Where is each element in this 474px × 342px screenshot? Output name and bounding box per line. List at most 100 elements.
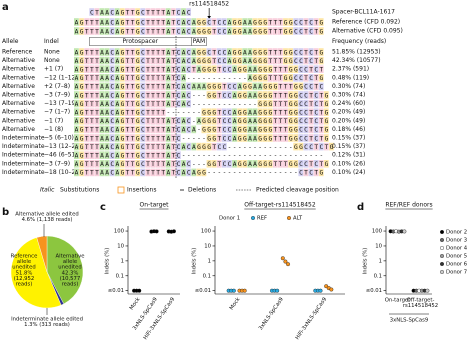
base-cell (329, 142, 334, 151)
base-cell (257, 27, 263, 35)
base-cell (109, 27, 115, 35)
base-cell (99, 8, 105, 16)
base-cell (308, 108, 314, 116)
base-cell (145, 134, 151, 142)
base-cell (221, 142, 227, 151)
base-cell (283, 27, 288, 35)
base-cell (104, 134, 110, 142)
legend-label: Donor 5 (446, 254, 467, 260)
base-cell (130, 108, 135, 116)
indel: −18 (10–27) (44, 169, 82, 176)
column-header: Frequency (reads) (332, 38, 386, 45)
base-cell (155, 91, 161, 99)
base-cell (181, 160, 186, 168)
base-cell (160, 27, 166, 35)
legend-text: Deletions (188, 187, 216, 194)
base-cell (165, 125, 171, 134)
base-cell (196, 65, 202, 73)
base-cell (308, 48, 314, 56)
base-cell (155, 134, 161, 142)
base-cell (130, 168, 135, 177)
base-cell (262, 65, 268, 73)
base-cell (130, 56, 135, 65)
base-cell (318, 108, 324, 116)
base-cell (109, 134, 115, 142)
base-cell (99, 160, 105, 168)
base-cell (74, 99, 79, 108)
base-cell (221, 117, 227, 125)
base-cell (135, 151, 140, 159)
base-cell (247, 160, 253, 168)
base-cell (293, 108, 299, 116)
legend-label: Donor 2 (446, 230, 467, 236)
base-cell (79, 168, 84, 177)
base-cell (119, 48, 125, 56)
base-cell (201, 27, 207, 35)
base-cell (237, 18, 242, 26)
base-cell (216, 91, 222, 99)
base-cell (237, 82, 242, 91)
base-cell (318, 160, 324, 168)
base-cell (186, 18, 191, 26)
base-cell (181, 18, 186, 26)
base-cell (272, 18, 278, 26)
base-cell (181, 99, 186, 108)
base-cell (186, 56, 191, 65)
base-cell (262, 134, 268, 142)
base-cell (288, 82, 293, 91)
base-cell (237, 27, 242, 35)
base-cell (278, 18, 283, 26)
base-cell (145, 18, 151, 26)
data-point (242, 288, 247, 293)
base-cell (318, 48, 324, 56)
base-cell (130, 99, 135, 108)
base-cell (125, 151, 130, 159)
base-cell (298, 91, 304, 99)
base-cell (155, 8, 161, 16)
base-cell (155, 142, 161, 151)
base-cell (206, 65, 212, 73)
legend-insertion-box (117, 186, 125, 194)
base-cell (140, 142, 146, 151)
base-cell (227, 134, 232, 142)
base-cell (150, 74, 156, 82)
base-cell (181, 65, 186, 73)
base-cell (267, 134, 273, 142)
base-cell (104, 160, 110, 168)
base-cell (109, 160, 115, 168)
base-cell (323, 108, 329, 116)
base-cell (267, 65, 273, 73)
base-cell (114, 48, 120, 56)
base-cell (298, 108, 304, 116)
allele: Alternative (2, 66, 35, 73)
base-cell (145, 74, 151, 82)
base-cell (278, 27, 283, 35)
base-cell (79, 160, 84, 168)
allele: Reference (2, 49, 33, 56)
base-cell (298, 82, 304, 91)
base-cell (247, 48, 253, 56)
base-cell (104, 8, 110, 16)
allele: Indeterminate (2, 160, 45, 167)
base-cell (114, 56, 120, 65)
base-cell (125, 48, 130, 56)
base-cell (257, 134, 263, 142)
base-cell (89, 168, 95, 177)
base-cell (227, 108, 232, 116)
base-cell (232, 27, 237, 35)
base-cell (104, 142, 110, 151)
base-cell (211, 134, 217, 142)
base-cell (216, 65, 222, 73)
base-cell (232, 91, 237, 99)
base-cell (318, 117, 324, 125)
base-cell (216, 160, 222, 168)
base-cell (278, 74, 283, 82)
slice-label: allele (63, 259, 77, 265)
base-cell (211, 56, 217, 65)
base-cell (242, 48, 248, 56)
base-cell (135, 160, 140, 168)
base-cell (293, 56, 299, 65)
base-cell (99, 117, 105, 125)
base-cell (181, 168, 186, 177)
base-cell (278, 82, 283, 91)
